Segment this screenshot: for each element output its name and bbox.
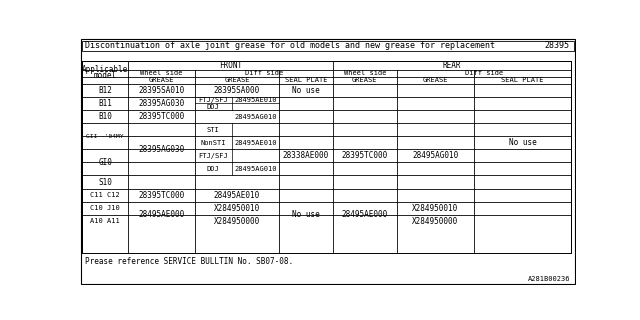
Text: GREASE: GREASE [352,77,378,84]
Text: 28395TC000: 28395TC000 [342,151,388,160]
Text: DDJ: DDJ [207,104,220,110]
Text: model: model [93,71,116,80]
Text: 28395TC000: 28395TC000 [138,191,184,200]
Text: GREASE: GREASE [224,77,250,84]
Text: X284950010: X284950010 [412,204,458,213]
Text: Discontinuation of axle joint grease for old models and new grease for replaceme: Discontinuation of axle joint grease for… [84,41,495,50]
Text: A281B00236: A281B00236 [528,276,571,282]
Text: 28495AG010: 28495AG010 [234,114,276,120]
Text: Wheel side: Wheel side [140,70,182,76]
Text: No use: No use [509,138,536,147]
Text: 28495AE010: 28495AE010 [234,140,276,146]
Text: S10: S10 [99,178,112,187]
Text: 28495AG010: 28495AG010 [234,166,276,172]
Text: B10: B10 [99,112,112,121]
Text: REAR: REAR [443,61,461,70]
Text: C10 J10: C10 J10 [90,205,120,211]
Text: 28395: 28395 [544,41,569,50]
Text: FTJ/SFJ: FTJ/SFJ [198,97,228,103]
Text: NonSTI: NonSTI [200,140,226,146]
Text: No use: No use [292,210,320,219]
Text: X284950000: X284950000 [214,217,260,226]
Text: 28338AE000: 28338AE000 [283,151,329,160]
Bar [83,61,572,253]
Text: No use: No use [292,86,320,95]
Text: 28395TC000: 28395TC000 [138,112,184,121]
Text: B12: B12 [99,86,112,95]
Text: DDJ: DDJ [207,166,220,172]
Text: 28395SA000: 28395SA000 [214,86,260,95]
Text: GREASE: GREASE [148,77,174,84]
Text: GII -'04MY: GII -'04MY [86,134,124,139]
Text: SEAL PLATE: SEAL PLATE [285,77,327,84]
Text: 28495AE000: 28495AE000 [342,210,388,219]
Text: STI: STI [207,127,220,133]
Text: GREASE: GREASE [422,77,448,84]
Text: C11 C12: C11 C12 [90,192,120,198]
Text: Applicable: Applicable [82,65,128,74]
Text: 28495AE010: 28495AE010 [214,191,260,200]
Text: 28395AG030: 28395AG030 [138,145,184,154]
Text: Prease reference SERVICE BULLTIN No. SB07-08.: Prease reference SERVICE BULLTIN No. SB0… [84,257,292,266]
Text: GI0: GI0 [99,158,112,167]
Bar [81,41,573,51]
Text: 28495AE010: 28495AE010 [234,97,276,103]
Text: 28495AE000: 28495AE000 [138,210,184,219]
Text: Diff side: Diff side [465,70,503,76]
Text: B11: B11 [99,99,112,108]
Text: X284950010: X284950010 [214,204,260,213]
Text: 28395AG030: 28395AG030 [138,99,184,108]
Text: A10 A11: A10 A11 [90,218,120,224]
Text: SEAL PLATE: SEAL PLATE [501,77,544,84]
Text: X284950000: X284950000 [412,217,458,226]
Text: Wheel side: Wheel side [344,70,386,76]
Text: 28395SA010: 28395SA010 [138,86,184,95]
Text: 28495AG010: 28495AG010 [412,151,458,160]
Text: Diff side: Diff side [244,70,283,76]
Text: FTJ/SFJ: FTJ/SFJ [198,153,228,159]
Text: FRONT: FRONT [219,61,242,70]
